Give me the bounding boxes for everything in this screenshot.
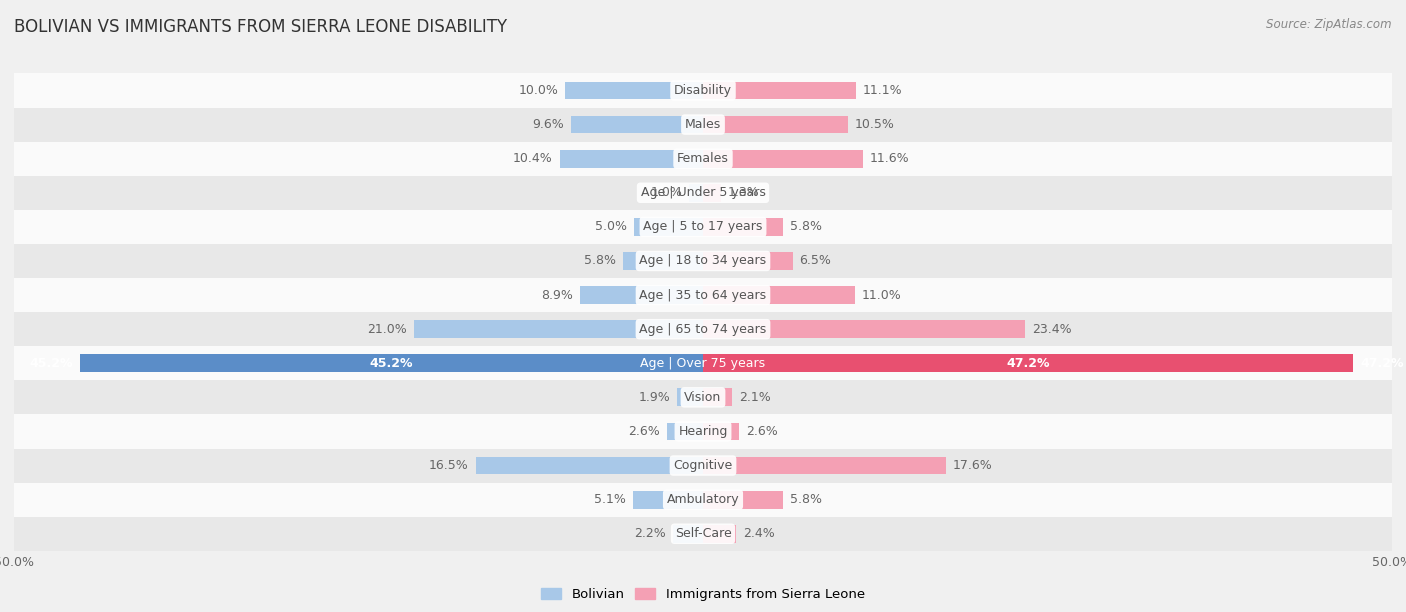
Bar: [676, 389, 703, 406]
Text: 10.4%: 10.4%: [513, 152, 553, 165]
Text: 11.1%: 11.1%: [863, 84, 903, 97]
Bar: [703, 218, 783, 236]
Text: 1.3%: 1.3%: [728, 186, 759, 200]
Text: BOLIVIAN VS IMMIGRANTS FROM SIERRA LEONE DISABILITY: BOLIVIAN VS IMMIGRANTS FROM SIERRA LEONE…: [14, 18, 508, 36]
Bar: [413, 320, 703, 338]
Text: Hearing: Hearing: [678, 425, 728, 438]
Bar: [634, 218, 703, 236]
Text: Females: Females: [678, 152, 728, 165]
Bar: [14, 483, 1392, 517]
Text: 2.6%: 2.6%: [628, 425, 661, 438]
Text: Self-Care: Self-Care: [675, 528, 731, 540]
Text: 45.2%: 45.2%: [370, 357, 413, 370]
Text: Vision: Vision: [685, 391, 721, 404]
Bar: [14, 346, 1392, 380]
Text: 11.6%: 11.6%: [870, 152, 910, 165]
Bar: [703, 491, 783, 509]
Bar: [668, 423, 703, 440]
Bar: [703, 184, 721, 201]
Bar: [703, 252, 793, 270]
Bar: [14, 414, 1392, 449]
Bar: [14, 312, 1392, 346]
Text: Age | Under 5 years: Age | Under 5 years: [641, 186, 765, 200]
Text: 47.2%: 47.2%: [1007, 357, 1050, 370]
Bar: [14, 73, 1392, 108]
Text: 5.8%: 5.8%: [790, 220, 821, 233]
Bar: [14, 278, 1392, 312]
Bar: [703, 116, 848, 133]
Text: 23.4%: 23.4%: [1032, 323, 1071, 335]
Bar: [672, 525, 703, 543]
Text: 5.8%: 5.8%: [790, 493, 821, 506]
Text: 16.5%: 16.5%: [429, 459, 468, 472]
Text: 2.2%: 2.2%: [634, 528, 666, 540]
Text: 17.6%: 17.6%: [952, 459, 993, 472]
Bar: [703, 150, 863, 168]
Bar: [703, 389, 733, 406]
Text: Source: ZipAtlas.com: Source: ZipAtlas.com: [1267, 18, 1392, 31]
Text: Males: Males: [685, 118, 721, 131]
Bar: [80, 354, 703, 372]
Bar: [623, 252, 703, 270]
Text: 47.2%: 47.2%: [1360, 357, 1403, 370]
Text: Age | 5 to 17 years: Age | 5 to 17 years: [644, 220, 762, 233]
Bar: [703, 423, 738, 440]
Text: Ambulatory: Ambulatory: [666, 493, 740, 506]
Text: 6.5%: 6.5%: [800, 255, 831, 267]
Text: Age | Over 75 years: Age | Over 75 years: [641, 357, 765, 370]
Bar: [703, 81, 856, 99]
Text: 5.1%: 5.1%: [593, 493, 626, 506]
Text: Disability: Disability: [673, 84, 733, 97]
Bar: [703, 320, 1025, 338]
Bar: [703, 354, 1354, 372]
Bar: [475, 457, 703, 474]
Bar: [689, 184, 703, 201]
Text: 5.0%: 5.0%: [595, 220, 627, 233]
Bar: [14, 517, 1392, 551]
Text: Cognitive: Cognitive: [673, 459, 733, 472]
Text: 8.9%: 8.9%: [541, 289, 574, 302]
Bar: [565, 81, 703, 99]
Text: 10.0%: 10.0%: [519, 84, 558, 97]
Text: 2.6%: 2.6%: [745, 425, 778, 438]
Text: 1.0%: 1.0%: [651, 186, 682, 200]
Text: Age | 35 to 64 years: Age | 35 to 64 years: [640, 289, 766, 302]
Bar: [14, 244, 1392, 278]
Bar: [14, 449, 1392, 483]
Bar: [14, 380, 1392, 414]
Bar: [633, 491, 703, 509]
Text: 11.0%: 11.0%: [862, 289, 901, 302]
Bar: [14, 141, 1392, 176]
Text: 9.6%: 9.6%: [531, 118, 564, 131]
Bar: [571, 116, 703, 133]
Bar: [14, 210, 1392, 244]
Bar: [703, 457, 945, 474]
Text: Age | 18 to 34 years: Age | 18 to 34 years: [640, 255, 766, 267]
Text: 45.2%: 45.2%: [30, 357, 73, 370]
Text: 5.8%: 5.8%: [585, 255, 616, 267]
Bar: [14, 176, 1392, 210]
Bar: [703, 525, 737, 543]
Text: 1.9%: 1.9%: [638, 391, 669, 404]
Bar: [703, 286, 855, 304]
Text: 2.1%: 2.1%: [738, 391, 770, 404]
Text: 21.0%: 21.0%: [367, 323, 406, 335]
Bar: [581, 286, 703, 304]
Bar: [560, 150, 703, 168]
Text: 2.4%: 2.4%: [742, 528, 775, 540]
Text: Age | 65 to 74 years: Age | 65 to 74 years: [640, 323, 766, 335]
Bar: [14, 108, 1392, 141]
Text: 10.5%: 10.5%: [855, 118, 894, 131]
Legend: Bolivian, Immigrants from Sierra Leone: Bolivian, Immigrants from Sierra Leone: [536, 582, 870, 606]
